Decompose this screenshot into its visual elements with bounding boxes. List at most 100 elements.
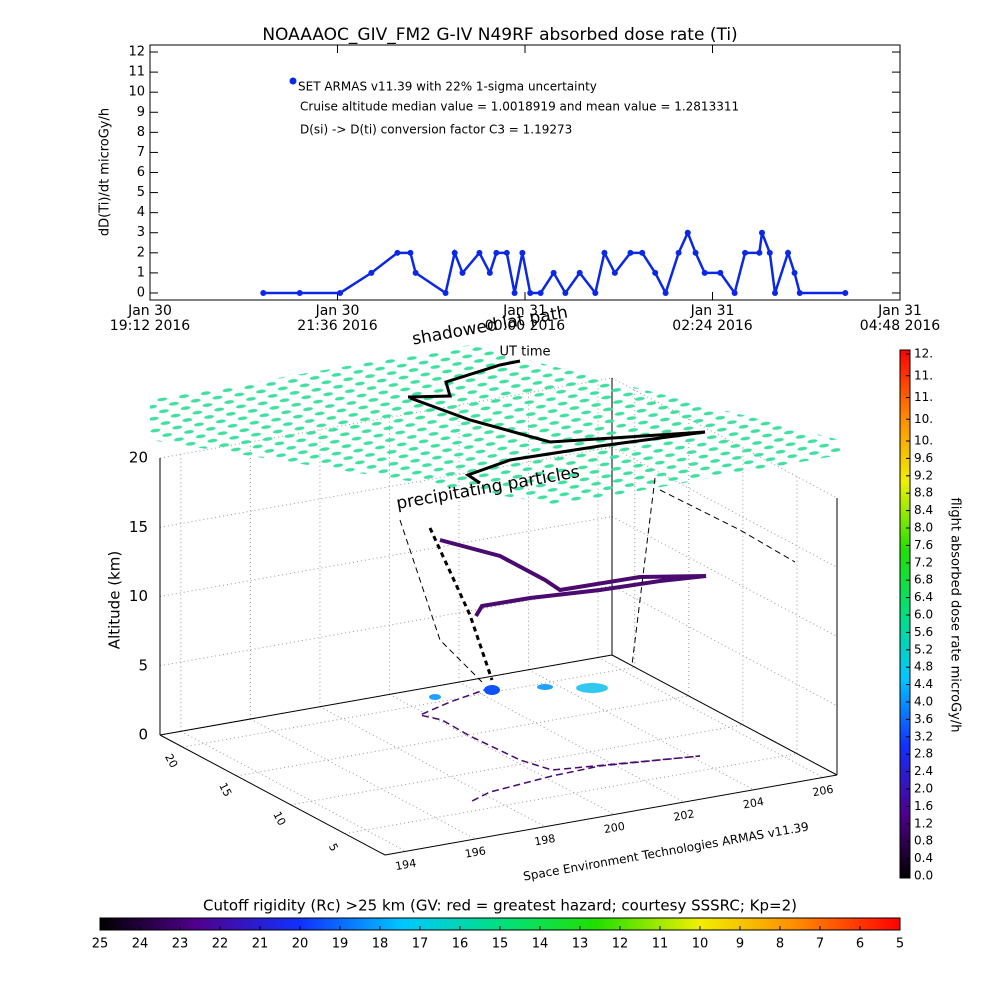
x-tick-label: Jan 31 00:00 2016 (484, 303, 566, 334)
grid-line (159, 585, 613, 667)
grid-line (180, 730, 407, 852)
data-point (592, 289, 599, 296)
y-tick-label: 11 (128, 65, 145, 80)
path-drop (399, 519, 483, 683)
colorbar-tick-label: 0.4 (914, 851, 933, 865)
colorbar-tick-label: 2.4 (914, 764, 933, 778)
x-tick-label: 196 (464, 844, 487, 860)
colorbar-tick-label: 2.8 (914, 747, 933, 761)
x-tick-label: Jan 31 02:24 2016 (672, 303, 753, 334)
x-tick-label: 204 (742, 795, 765, 811)
data-point (503, 249, 510, 256)
grid-line (458, 681, 685, 803)
data-point (701, 269, 708, 276)
data-point (511, 289, 518, 296)
path-drop (428, 527, 494, 681)
axis-line (611, 654, 838, 776)
colorbar-tick-label: 0.8 (914, 834, 933, 848)
y-tick-label: 4 (137, 205, 145, 220)
colorbar-tick-label: 10 (692, 937, 709, 952)
series-line (263, 229, 846, 297)
data-point (476, 249, 483, 256)
x-axis-label: UT time (500, 345, 551, 360)
path-top (407, 359, 521, 399)
colorbar-tick-label: 7 (816, 937, 824, 952)
axis-line (159, 734, 386, 856)
annotation: Cruise altitude median value = 1.0018919… (300, 100, 739, 114)
blob (484, 685, 500, 695)
data-point (791, 269, 798, 276)
z-tick-label: 5 (138, 656, 148, 674)
colorbar-tick-label: 8 (776, 937, 784, 952)
path-floor (417, 687, 701, 803)
colorbar-tick-label: 12 (612, 937, 629, 952)
data-point (652, 269, 659, 276)
legend-label: SET ARMAS v11.39 with 22% 1-sigma uncert… (298, 80, 597, 94)
colorbar-tick-label: 22 (212, 937, 229, 952)
data-point (519, 249, 526, 256)
particle-layer (150, 345, 840, 505)
colorbar-tick-label: 25 (92, 937, 109, 952)
colorbar (899, 349, 911, 879)
data-point (758, 229, 765, 236)
colorbar-tick-label: 21 (252, 937, 269, 952)
grid-line (159, 516, 613, 597)
y-tick-label: 2 (137, 245, 145, 260)
z-tick-label: 10 (129, 587, 148, 605)
colorbar-tick-label: 4.0 (914, 695, 933, 709)
blob (537, 684, 553, 690)
colorbar-tick-label: 6.8 (914, 573, 933, 587)
x-tick-label: Jan 30 21:36 2016 (297, 303, 378, 334)
colorbar-tick-label: 5.2 (914, 642, 933, 656)
data-point (412, 269, 419, 276)
grid-line (319, 706, 546, 828)
colorbar-tick-label: 16 (452, 937, 469, 952)
x-tick-label: 200 (603, 820, 626, 836)
data-point (611, 269, 618, 276)
data-point (717, 269, 724, 276)
grid-line (159, 446, 613, 528)
y-tick-label: 12 (128, 45, 145, 60)
z-tick-label: 20 (129, 449, 148, 467)
y-tick-label: 20 (162, 752, 180, 770)
colorbar-tick-label: 14 (532, 937, 549, 952)
colorbar-tick-label: 3.2 (914, 729, 933, 743)
colorbar-tick-label: 8.4 (914, 503, 933, 517)
annotation: D(si) -> D(ti) conversion factor C3 = 1.… (300, 123, 572, 137)
axis-line (384, 774, 838, 856)
data-point (368, 269, 375, 276)
colorbar-tick-label: 6.0 (914, 608, 933, 622)
data-point (260, 289, 267, 296)
data-point (756, 249, 763, 256)
grid-line (344, 753, 798, 835)
data-point (527, 289, 534, 296)
data-point (537, 289, 544, 296)
colorbar-tick-label: 13 (572, 937, 589, 952)
x-tick-label: Jan 30 19:12 2016 (109, 303, 191, 334)
y-tick-label: 10 (128, 85, 145, 100)
data-point (766, 249, 773, 256)
path-wall (659, 489, 796, 563)
colorbar-tick-label: 9 (736, 937, 744, 952)
data-point (407, 249, 414, 256)
data-point (731, 289, 738, 296)
data-point (796, 289, 803, 296)
y-tick-label: 9 (137, 105, 145, 120)
colorbar-tick-label: 9.6 (914, 451, 933, 465)
colorbar-tick-label: 7.6 (914, 538, 933, 552)
grid-line (250, 718, 476, 840)
data-point (576, 269, 583, 276)
colorbar-tick-label: 24 (132, 937, 149, 952)
colorbar-tick-label: 11. (914, 368, 933, 382)
colorbar-label: Cutoff rigidity (Rc) >25 km (GV: red = g… (203, 897, 797, 915)
y-tick-label: 0 (137, 285, 145, 300)
colorbar-tick-label: 2.0 (914, 782, 933, 796)
grid-line (597, 657, 824, 778)
colorbar-tick-label: 19 (332, 937, 349, 952)
data-point (692, 249, 699, 256)
data-point (772, 289, 778, 296)
colorbar-tick-label: 11 (652, 937, 669, 952)
x-tick-label: 202 (672, 807, 695, 823)
grid-line (182, 666, 635, 748)
grid-line (611, 585, 838, 707)
